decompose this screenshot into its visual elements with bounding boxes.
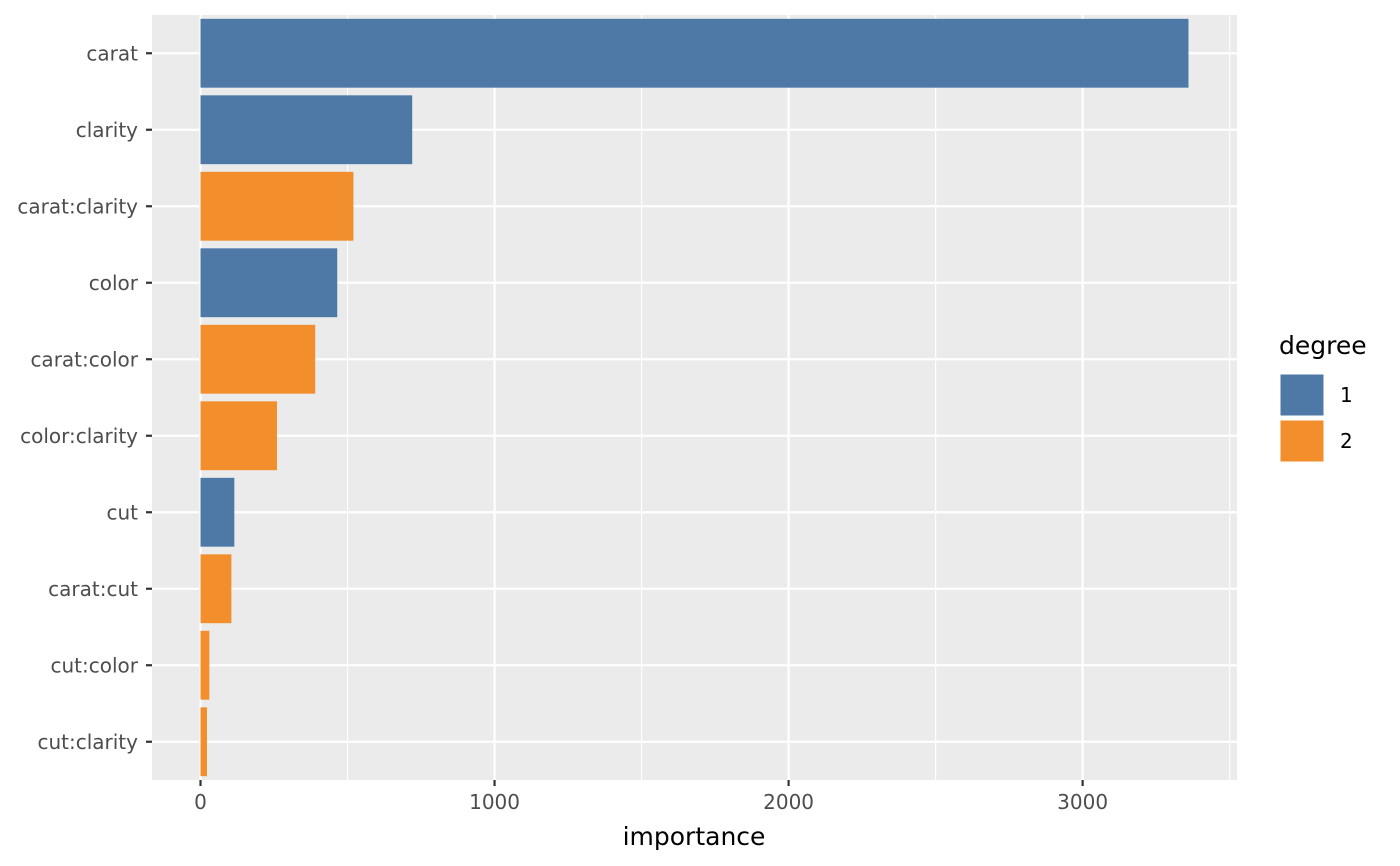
y-tick-label: carat:clarity	[17, 194, 138, 218]
y-tick-label: color	[89, 271, 139, 295]
x-axis: 0 1000 2000 3000	[194, 780, 1108, 814]
x-tick-label: 3000	[1057, 790, 1108, 814]
x-tick-label: 1000	[469, 790, 520, 814]
legend-label-1: 1	[1340, 383, 1353, 407]
y-tick-label: color:clarity	[20, 424, 138, 448]
bar-carat-cut	[200, 554, 232, 624]
y-tick-label: carat:color	[30, 347, 138, 371]
legend-swatch-1	[1279, 373, 1325, 417]
y-tick-label: cut	[106, 500, 138, 524]
bar-carat	[200, 18, 1189, 88]
bar-color	[200, 248, 338, 318]
bar-color-clarity	[200, 401, 277, 471]
bar-carat-clarity	[200, 171, 354, 241]
bar-cut-color	[200, 630, 210, 700]
y-tick-label: carat	[86, 41, 138, 65]
y-tick-label: cut:clarity	[37, 730, 138, 754]
bar-cut	[200, 477, 235, 547]
legend-swatch-2	[1279, 419, 1325, 463]
y-tick-label: clarity	[76, 118, 138, 142]
legend-items: 12	[1279, 373, 1353, 463]
bars	[200, 18, 1189, 777]
x-axis-title: importance	[623, 822, 766, 851]
y-tick-label: carat:cut	[48, 577, 138, 601]
x-tick-label: 2000	[763, 790, 814, 814]
bar-carat-color	[200, 324, 316, 394]
legend: degree 12	[1279, 331, 1367, 463]
x-tick-label: 0	[194, 790, 207, 814]
y-axis: carat clarity carat:clarity color carat:colo…	[17, 41, 152, 754]
legend-label-2: 2	[1340, 429, 1353, 453]
bar-clarity	[200, 95, 413, 165]
legend-title: degree	[1279, 331, 1367, 360]
bar-cut-clarity	[200, 707, 207, 777]
y-tick-label: cut:color	[51, 653, 139, 677]
